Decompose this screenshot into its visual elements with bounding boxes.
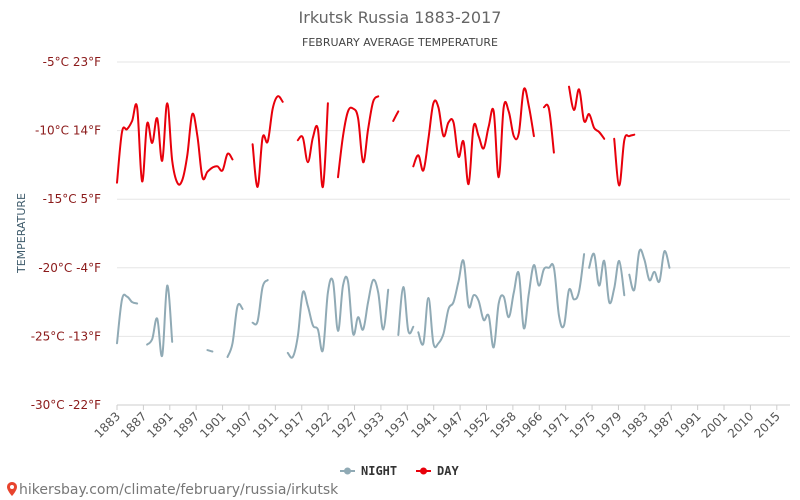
x-tick-label: 1922 (303, 409, 334, 440)
legend-item-day[interactable]: DAY (416, 464, 459, 478)
x-tick-label: 1891 (144, 409, 175, 440)
x-tick-label: 1958 (488, 409, 519, 440)
series-day-line (412, 87, 535, 186)
series-night-line (588, 252, 626, 305)
x-tick-label: 2015 (751, 409, 782, 440)
x-tick-label: 1991 (672, 409, 703, 440)
x-tick-label: 1983 (619, 409, 650, 440)
legend-item-night[interactable]: NIGHT (340, 464, 397, 478)
x-tick-label: 1966 (514, 409, 545, 440)
legend-night-label: NIGHT (361, 464, 397, 478)
series-day-line (296, 102, 329, 188)
x-tick-label: 2001 (699, 409, 730, 440)
legend-night-marker (344, 467, 351, 475)
x-tick-label: 1971 (540, 409, 571, 440)
x-tick-label: 2010 (725, 409, 756, 440)
series-day-line (337, 95, 380, 179)
series-night-line (116, 293, 139, 345)
y-tick-label: -10°C 14°F (35, 124, 101, 138)
x-tick-label: 1911 (250, 409, 281, 440)
series-night-line (628, 248, 671, 292)
y-tick-label: -20°C -4°F (38, 261, 101, 275)
series-day-line (613, 133, 636, 187)
series-day-line (116, 102, 234, 186)
series-day (116, 85, 636, 188)
x-tick-label: 1979 (593, 409, 624, 440)
x-tick-label: 1933 (356, 409, 387, 440)
y-tick-label: -5°C 23°F (43, 55, 101, 69)
chart-title: Irkutsk Russia 1883-2017 (299, 8, 502, 27)
x-axis-ticks: 1883188718911897190119071911191719221927… (92, 405, 783, 441)
location-pin-icon (7, 482, 17, 496)
legend[interactable]: NIGHT DAY (340, 464, 459, 478)
watermark-text: hikersbay.com/climate/february/russia/ir… (19, 482, 339, 498)
x-tick-label: 1887 (118, 409, 149, 440)
series-day-line (568, 85, 606, 140)
grid-lines (117, 61, 790, 406)
x-tick-label: 1927 (329, 409, 360, 440)
legend-day-label: DAY (437, 464, 459, 478)
y-axis-label: TEMPERATURE (15, 193, 28, 274)
x-tick-label: 1987 (646, 409, 677, 440)
y-tick-label: -25°C -13°F (31, 329, 101, 343)
chart-subtitle: FEBRUARY AVERAGE TEMPERATURE (302, 36, 498, 49)
series-layer (116, 85, 671, 359)
series-day-line (251, 95, 284, 188)
y-tick-label: -30°C -22°F (31, 398, 101, 412)
series-day-line (392, 110, 400, 122)
x-tick-label: 1901 (197, 409, 228, 440)
series-night-line (397, 285, 415, 336)
series-night-line (206, 349, 214, 353)
x-tick-label: 1941 (408, 409, 439, 440)
y-axis-ticks: -5°C 23°F -10°C 14°F -15°C 5°F -20°C -4°F -2… (31, 55, 101, 412)
watermark-link[interactable]: hikersbay.com/climate/february/russia/ir… (7, 482, 339, 498)
series-night-line (146, 284, 174, 357)
x-tick-label: 1975 (567, 409, 598, 440)
series-night-line (286, 275, 390, 359)
series-night-line (417, 253, 586, 349)
x-tick-label: 1952 (461, 409, 492, 440)
x-tick-label: 1937 (382, 409, 413, 440)
series-night-line (226, 302, 244, 358)
legend-day-marker (420, 467, 427, 475)
series-day-line (542, 103, 555, 154)
x-tick-label: 1883 (92, 409, 123, 440)
x-tick-label: 1897 (171, 409, 202, 440)
y-tick-label: -15°C 5°F (43, 192, 101, 206)
x-tick-label: 1947 (435, 409, 466, 440)
x-tick-label: 1917 (276, 409, 307, 440)
series-night-line (251, 279, 269, 326)
series-night (116, 248, 671, 359)
x-tick-label: 1907 (224, 409, 255, 440)
